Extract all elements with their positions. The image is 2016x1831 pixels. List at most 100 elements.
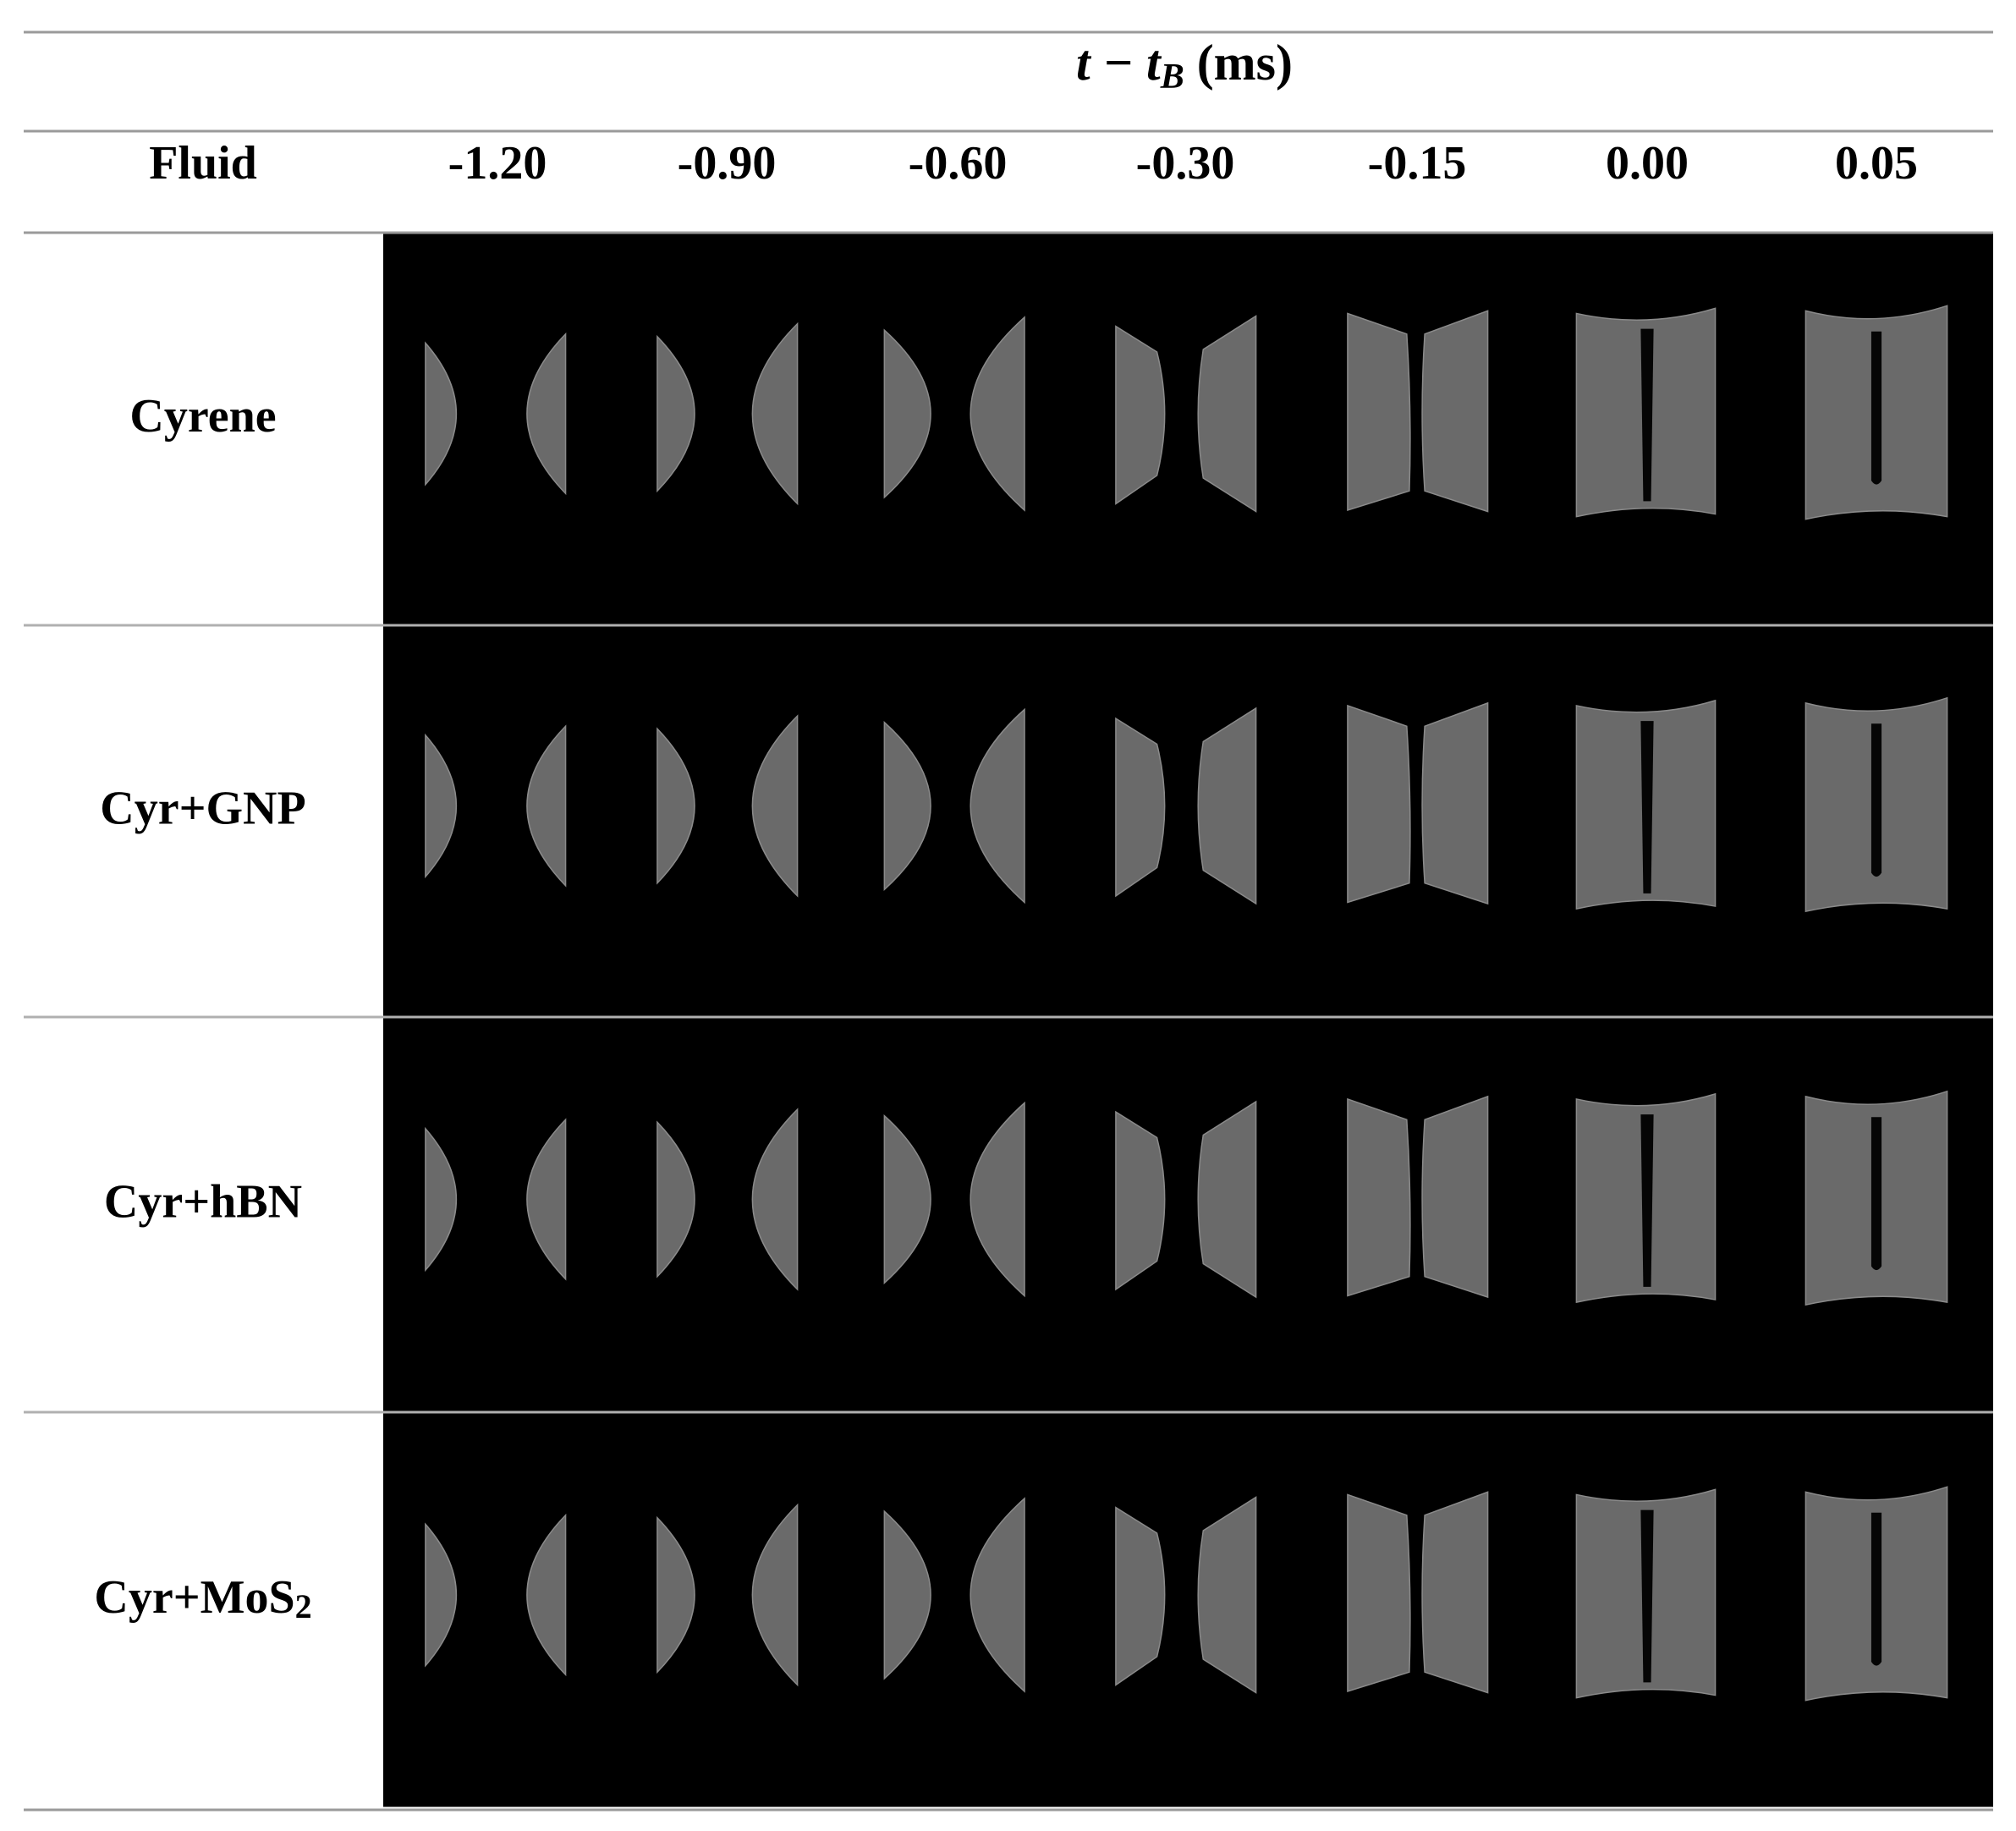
drop-frame (656, 322, 799, 506)
drop-frame (1347, 1095, 1489, 1299)
drop-frame (425, 1513, 567, 1677)
drop (1421, 1095, 1489, 1299)
drop (1421, 701, 1489, 905)
drop-frame (1805, 305, 1948, 520)
drop (656, 1515, 695, 1674)
drop (1347, 1493, 1411, 1693)
drop (1197, 1496, 1257, 1694)
drop (970, 1497, 1025, 1693)
image-panel (383, 1413, 1993, 1807)
drop-frame (1347, 1491, 1489, 1694)
time-label: -0.60 (909, 137, 1008, 190)
drop-frame (425, 1118, 567, 1281)
drop (1421, 1491, 1489, 1694)
drop (1115, 717, 1166, 898)
drop (656, 334, 695, 493)
fluid-name: Cyr+GNP (100, 782, 305, 834)
drop-frame (425, 724, 567, 888)
time-label: -0.30 (1136, 137, 1235, 190)
fluid-name: Cyr+MoS2 (94, 1571, 311, 1625)
fluid-label: Fluid (149, 137, 257, 190)
neck-slit (1640, 1114, 1654, 1287)
neck-slit (1640, 328, 1654, 502)
time-label: -1.20 (448, 137, 547, 190)
header-title: t − tB (ms) (1076, 35, 1293, 96)
drop (1115, 1110, 1166, 1291)
drop-frame (883, 316, 1025, 512)
drop (425, 1126, 457, 1273)
drop (526, 1513, 567, 1677)
neck-slit (1870, 331, 1882, 485)
drop-frame (1575, 307, 1717, 518)
drop (1115, 325, 1166, 505)
label-main: Cyr+GNP (100, 782, 305, 834)
fluid-name: Cyrene (129, 390, 276, 443)
drop-frame (1575, 1092, 1717, 1304)
drop (1347, 312, 1411, 512)
drop-frame (1115, 707, 1257, 905)
drop (751, 322, 799, 506)
drop-frame (1805, 1486, 1948, 1702)
drop (970, 707, 1025, 905)
label-sub: 2 (295, 1587, 312, 1625)
neck-slit (1870, 1512, 1882, 1666)
drop (751, 1503, 799, 1687)
title-sub: B (1160, 58, 1184, 96)
drop (425, 733, 457, 879)
drop-frame (883, 1101, 1025, 1298)
drop-frame (1347, 310, 1489, 513)
drop (526, 1118, 567, 1281)
drop (1115, 1506, 1166, 1686)
drop-frame (656, 714, 799, 898)
image-panel (383, 234, 1993, 624)
drop (425, 1522, 457, 1668)
drop (970, 1101, 1025, 1298)
drop (1197, 1100, 1257, 1299)
drop (1421, 310, 1489, 513)
drop-frame (1575, 1488, 1717, 1699)
time-label: -0.15 (1368, 137, 1467, 190)
drop (526, 724, 567, 888)
drop-frame (883, 1497, 1025, 1693)
fluid-name: Cyr+hBN (104, 1175, 302, 1228)
drop (526, 332, 567, 496)
drop (970, 316, 1025, 512)
neck-slit (1640, 721, 1654, 894)
drop (1197, 315, 1257, 513)
drop-frame (1805, 1090, 1948, 1306)
drop (425, 341, 457, 487)
drop (751, 714, 799, 898)
drop-frame (1115, 1496, 1257, 1694)
drop (656, 1120, 695, 1278)
title-rest: (ms) (1184, 35, 1293, 91)
drop-frame (1115, 315, 1257, 513)
drop (1197, 707, 1257, 905)
time-label: 0.05 (1835, 137, 1918, 190)
table-body: -1.20 -0.90 -0.60 -0.30 -0.15 0.00 0.05 Cyrene C… (24, 137, 1993, 1812)
time-label: -0.90 (678, 137, 777, 190)
neck-slit (1640, 1509, 1654, 1683)
drop (883, 328, 931, 499)
drop-frame (425, 332, 567, 496)
neck-slit (1870, 723, 1882, 877)
drop (1347, 704, 1411, 904)
drop (883, 720, 931, 892)
drop-frame (1347, 701, 1489, 905)
drop (1347, 1097, 1411, 1297)
title-main: t − t (1076, 35, 1162, 91)
neck-slit (1870, 1117, 1882, 1271)
time-label: 0.00 (1606, 137, 1689, 190)
drop (883, 1113, 931, 1285)
image-panel (383, 626, 1993, 1016)
drop-frame (1805, 696, 1948, 913)
drop-frame (883, 707, 1025, 905)
drop (883, 1509, 931, 1680)
drop-frame (656, 1108, 799, 1291)
label-main: Cyr+hBN (104, 1175, 302, 1228)
drop (751, 1108, 799, 1291)
drop-frame (656, 1503, 799, 1687)
drop-frame (1115, 1100, 1257, 1299)
label-main: Cyr+MoS (94, 1571, 294, 1624)
